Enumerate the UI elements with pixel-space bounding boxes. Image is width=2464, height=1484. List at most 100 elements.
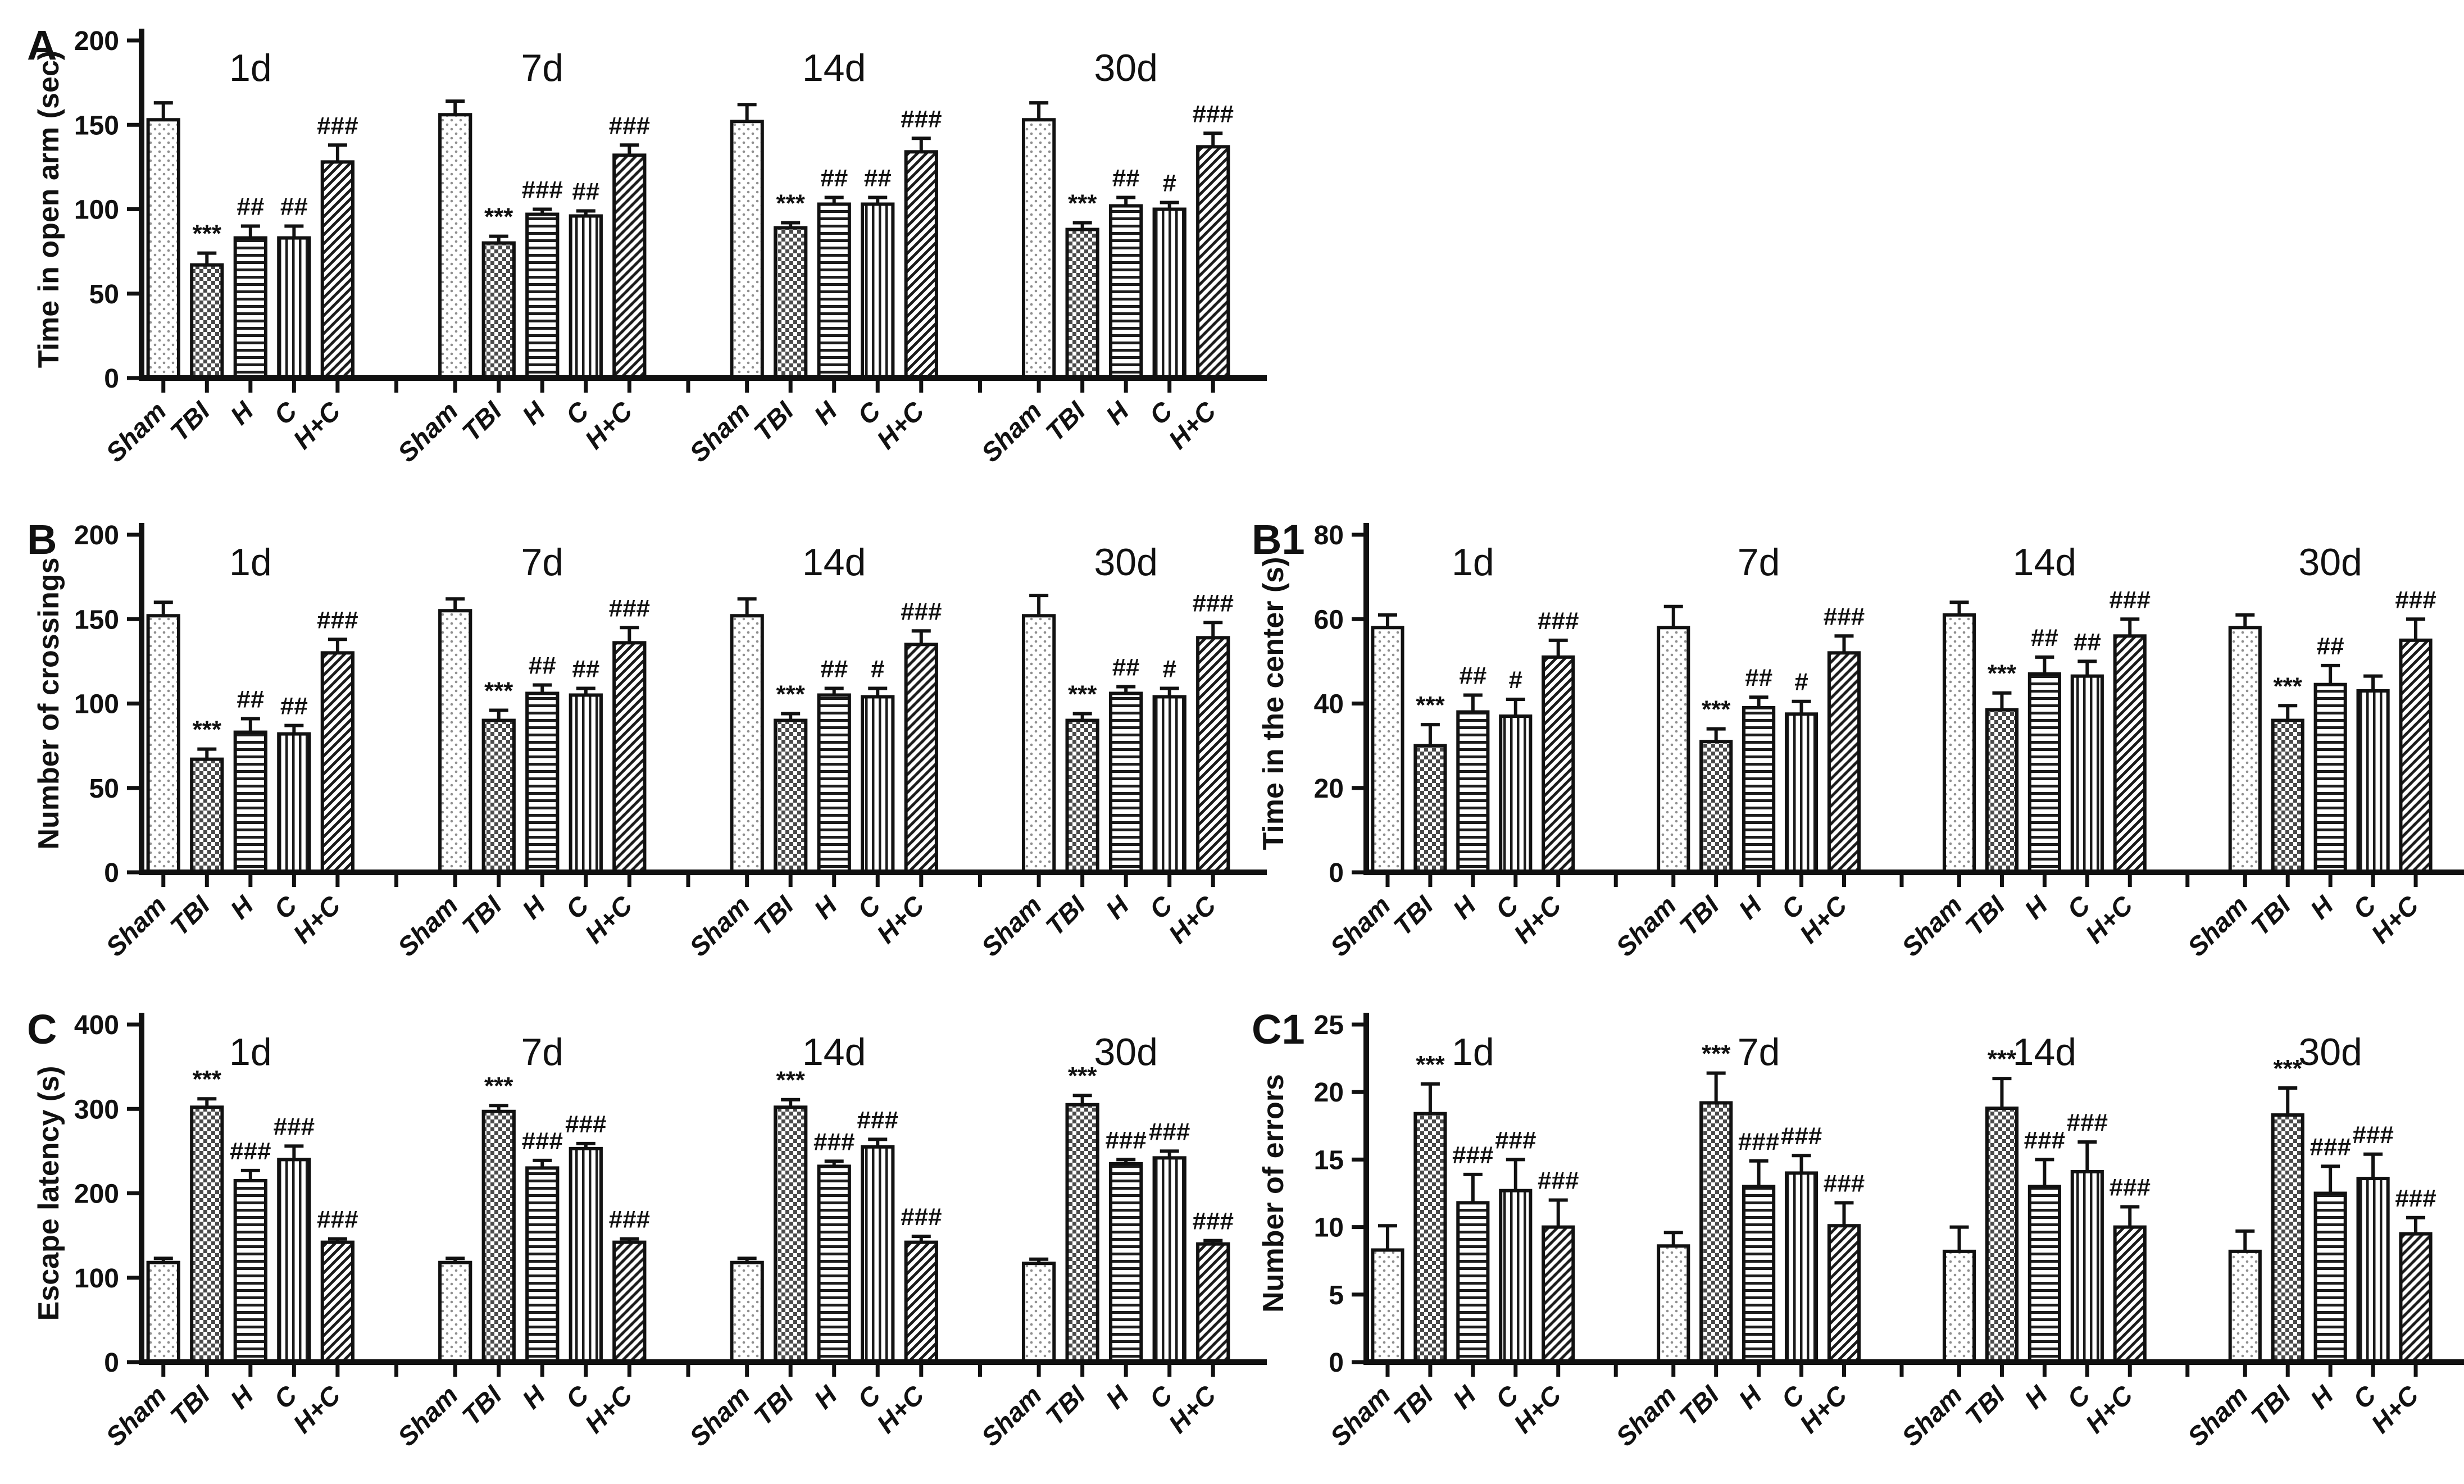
error-bar [1463, 693, 1483, 712]
error-bar [197, 747, 217, 759]
error-bar [1029, 101, 1049, 120]
bar-C1-14d-TBI [1985, 1107, 2019, 1364]
x-category-label: H+C [1508, 890, 1567, 949]
bar-B1-30d-C [2356, 689, 2390, 874]
significance-marker: ## [820, 164, 848, 192]
bar-C-1d-TBI [190, 1105, 224, 1364]
bar-B1-7d-TBI [1699, 740, 1733, 874]
error-bar [1203, 621, 1223, 638]
panel-B1: 1d Sham *** TBI ## H # C ### H+C 7d Sham *** TBI ## H # C… [1247, 500, 2464, 994]
significance-marker: *** [2274, 1055, 2303, 1082]
x-category-label: H+C [1162, 395, 1222, 455]
bar-B-1d-C [277, 732, 311, 874]
bar-C1-1d-H+C [1542, 1225, 1575, 1364]
error-bar [284, 224, 304, 238]
error-bar [1378, 1224, 1397, 1250]
x-category-label: H+C [287, 1380, 347, 1439]
significance-marker: *** [1068, 1062, 1097, 1090]
bar-A-1d-TBI [190, 263, 224, 380]
error-bar [240, 224, 260, 238]
bar-B-1d-H+C [320, 651, 355, 874]
bar-B1-1d-C [1499, 714, 1533, 874]
significance-marker: ### [2067, 1109, 2108, 1136]
significance-marker: *** [193, 220, 222, 248]
bar-B-30d-H+C [1196, 636, 1230, 874]
y-tick-label: 200 [74, 26, 119, 56]
significance-marker: ### [1538, 607, 1579, 635]
significance-marker: *** [1988, 660, 2017, 688]
significance-marker: ### [522, 1127, 563, 1155]
axes [139, 523, 1267, 875]
x-category-label: H+C [579, 395, 639, 455]
x-category-label: TBI [164, 395, 216, 447]
bar-C1-30d-C [2356, 1177, 2390, 1364]
significance-marker: ### [565, 1110, 606, 1138]
error-bar [1506, 1158, 1525, 1191]
error-bar [1706, 1071, 1726, 1103]
bar-A-30d-H+C [1196, 145, 1230, 380]
y-tick-label: 10 [1314, 1213, 1344, 1243]
error-bar [2321, 1164, 2340, 1194]
bar-C1-1d-Sham [1371, 1248, 1404, 1364]
bar-C1-30d-H+C [2399, 1232, 2433, 1364]
bar-B1-7d-H [1742, 706, 1776, 874]
bar-B1-14d-H+C [2113, 634, 2147, 875]
bar-B-7d-C [569, 693, 603, 874]
panel-C: 1d Sham *** TBI ### H ### C ### H+C 7d Sham *** TBI ##… [22, 990, 1267, 1484]
error-bar [1834, 634, 1854, 653]
significance-marker: ## [864, 164, 892, 192]
panel-B-chart: 1dSham***TBI##H##C###H+C7dSham***TBI##H#… [27, 516, 1267, 962]
error-bar [1749, 1159, 1769, 1187]
x-category-label: TBI [1040, 395, 1092, 447]
bar-B-14d-C [861, 695, 895, 874]
bar-B1-14d-Sham [1942, 613, 1976, 875]
significance-marker: ### [609, 1206, 650, 1233]
significance-marker: ## [280, 693, 308, 720]
bar-B-1d-H [233, 730, 267, 874]
bar-B1-14d-C [2070, 674, 2104, 874]
significance-marker: ### [901, 105, 942, 133]
bar-C1-1d-C [1499, 1189, 1533, 1364]
significance-marker: *** [776, 681, 806, 708]
error-bar [2120, 1205, 2140, 1227]
bar-C-7d-H [525, 1166, 560, 1364]
y-tick-label: 50 [89, 774, 119, 804]
timepoint-label: 1d [229, 541, 272, 584]
error-bar [240, 717, 260, 732]
significance-marker: ## [820, 655, 848, 682]
significance-marker: ## [2317, 632, 2344, 660]
error-bar [781, 1098, 801, 1108]
x-category-label: H [2304, 1380, 2339, 1414]
significance-marker: ### [230, 1137, 271, 1165]
x-category-label: TBI [456, 890, 508, 941]
significance-marker: ### [274, 1113, 315, 1140]
significance-marker: ## [237, 686, 264, 713]
bar-B1-7d-Sham [1657, 626, 1690, 874]
bar-B1-7d-H+C [1827, 651, 1861, 874]
error-bar [284, 723, 304, 734]
bar-B1-1d-H [1456, 710, 1490, 874]
x-category-label: H [2019, 890, 2053, 925]
significance-marker: # [1794, 668, 1808, 696]
x-category-label: H [1733, 1380, 1767, 1414]
x-category-label: TBI [456, 395, 508, 447]
significance-marker: ### [2395, 1185, 2436, 1212]
x-category-label: Sham [2181, 890, 2253, 962]
bar-C-30d-Sham [1021, 1262, 1056, 1364]
x-category-label: H+C [871, 890, 930, 949]
error-bar [533, 1158, 552, 1168]
x-category-label: H [1100, 890, 1135, 925]
significance-marker: *** [1416, 691, 1445, 719]
bar-A-7d-H+C [612, 153, 647, 380]
bar-A-7d-TBI [481, 241, 516, 380]
x-category-label: H [1100, 395, 1135, 430]
significance-marker: *** [1702, 696, 1731, 723]
significance-marker: ### [1193, 100, 1234, 128]
timepoint-label: 7d [1738, 541, 1780, 584]
x-category-label: Sham [1324, 890, 1396, 962]
x-category-label: H [224, 1380, 259, 1414]
error-bar [2406, 617, 2426, 640]
significance-marker: ### [1781, 1122, 1822, 1150]
bar-A-14d-C [861, 202, 895, 380]
